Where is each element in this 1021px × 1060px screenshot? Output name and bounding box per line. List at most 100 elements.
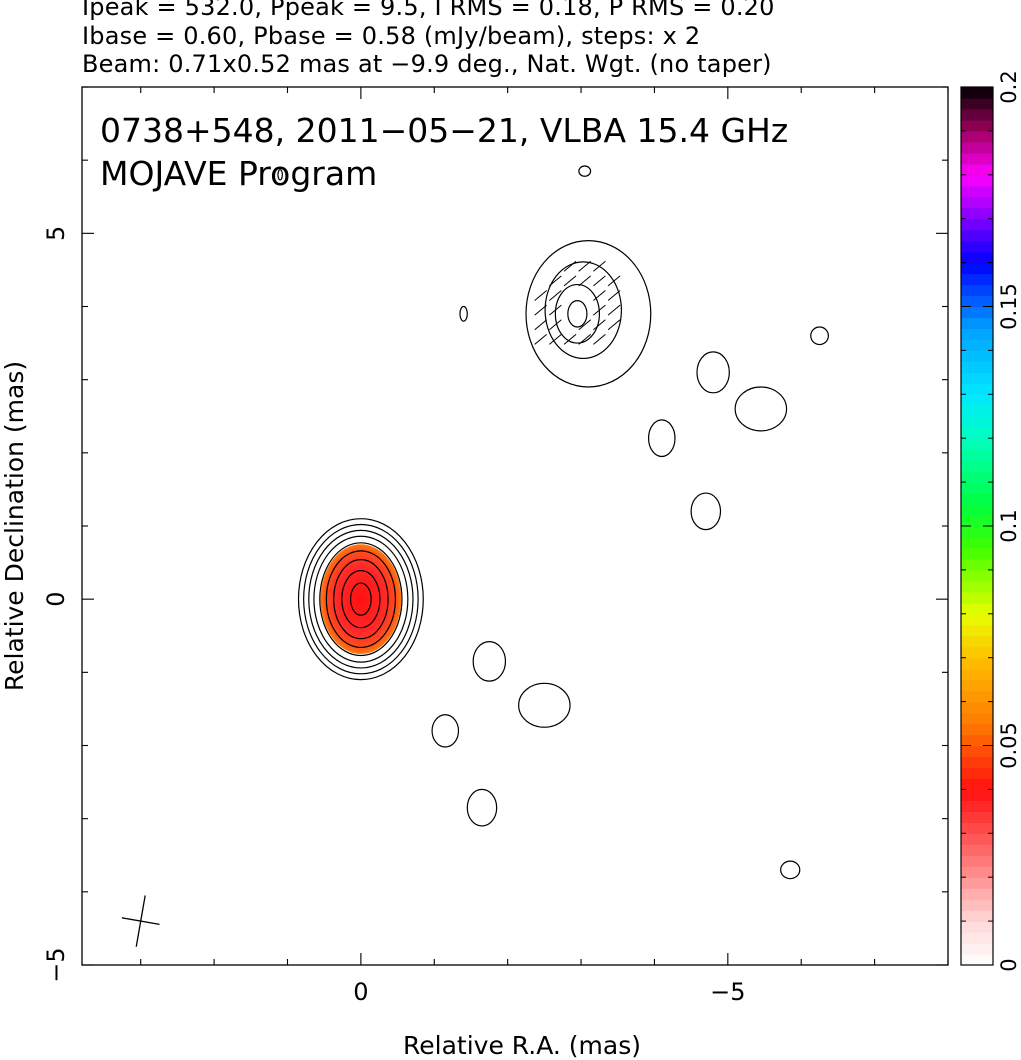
colorbar-step [961, 504, 993, 516]
colorbar-step [961, 350, 993, 362]
evpa-vector [534, 319, 548, 331]
colorbar-step [961, 108, 993, 121]
evpa-vector [578, 260, 592, 272]
colorbar-step [961, 361, 993, 373]
header-base-line: Ibase = 0.60, Pbase = 0.58 (mJy/beam), s… [82, 22, 701, 50]
colorbar-step [961, 207, 993, 220]
noise-contour [459, 305, 468, 322]
colorbar-step [961, 152, 993, 165]
colorbar-step [961, 163, 993, 176]
evpa-vector [593, 319, 606, 331]
colorbar-step [961, 943, 993, 955]
jet-component-contour [554, 283, 600, 344]
beam-minor-axis [121, 917, 160, 926]
colorbar-step [961, 460, 993, 472]
colorbar-step [961, 218, 993, 231]
evpa-vector [593, 304, 606, 316]
colorbar-step [961, 174, 993, 187]
evpa-vector [563, 260, 577, 272]
colorbar-step [961, 427, 993, 439]
evpa-vector [534, 290, 548, 301]
noise-contour [472, 641, 507, 682]
colorbar-step [961, 317, 993, 330]
colorbar-tick-label: 0 [997, 958, 1021, 971]
colorbar-step [961, 295, 993, 308]
colorbar-step [961, 141, 993, 154]
x-tick-label: −5 [710, 978, 745, 1006]
colorbar-step [961, 899, 993, 911]
evpa-vector [607, 290, 621, 301]
colorbar-step [961, 196, 993, 209]
jet-component-contour [544, 261, 623, 360]
core-contour [319, 542, 403, 657]
colorbar-step [961, 679, 993, 692]
colorbar-step [961, 119, 993, 132]
colorbar-step [961, 394, 993, 406]
program-annotation: MOJAVE Program [100, 154, 377, 193]
colorbar-step [961, 580, 993, 593]
colorbar-step [961, 756, 993, 769]
evpa-vector [593, 260, 606, 272]
evpa-vector [578, 319, 592, 331]
y-tick-label: −5 [42, 947, 70, 982]
colorbar-step [961, 372, 993, 384]
colorbar-step [961, 438, 993, 450]
colorbar-step [961, 778, 993, 790]
noise-contour [518, 682, 571, 728]
colorbar-step [961, 405, 993, 417]
colorbar-step [961, 547, 993, 560]
core-contour [308, 529, 414, 669]
evpa-vector [549, 275, 562, 287]
colorbar-step [961, 536, 993, 549]
colorbar-step [961, 471, 993, 483]
colorbar-step [961, 745, 993, 758]
colorbar-tick-label: 0.1 [997, 509, 1021, 542]
source-annotation: 0738+548, 2011−05−21, VLBA 15.4 GHz [100, 111, 788, 150]
noise-contour [810, 326, 829, 346]
colorbar-step [961, 635, 993, 648]
colorbar-step [961, 558, 993, 571]
noise-contour [734, 386, 788, 432]
colorbar-step [961, 591, 993, 604]
noise-contour [690, 492, 722, 531]
colorbar-step [961, 130, 993, 143]
colorbar-step [961, 569, 993, 582]
colorbar-tick-label: 0.15 [997, 283, 1021, 330]
colorbar-step [961, 97, 993, 110]
y-tick-label: 0 [42, 592, 70, 607]
colorbar-step [961, 833, 993, 845]
colorbar-step [961, 613, 993, 626]
evpa-vector [534, 334, 548, 345]
colorbar-step [961, 185, 993, 198]
evpa-vector [549, 304, 562, 316]
colorbar-step [961, 416, 993, 428]
colorbar-step [961, 690, 993, 703]
colorbar-step [961, 723, 993, 736]
colorbar-step [961, 515, 993, 527]
core-contour [303, 523, 419, 675]
colorbar-step [961, 449, 993, 461]
evpa-vector [563, 275, 577, 287]
evpa-vector [607, 304, 621, 316]
colorbar-step [961, 87, 993, 99]
colorbar-step [961, 888, 993, 900]
colorbar-step [961, 482, 993, 494]
colorbar-step [961, 668, 993, 681]
noise-contour [647, 419, 676, 458]
noise-contour [696, 351, 730, 394]
evpa-vector [549, 290, 562, 301]
colorbar-step [961, 844, 993, 856]
evpa-vector [607, 319, 621, 331]
colorbar-step [961, 932, 993, 944]
header-beam-line: Beam: 0.71x0.52 mas at −9.9 deg., Nat. W… [82, 50, 772, 78]
evpa-vector [563, 334, 577, 345]
colorbar-step [961, 921, 993, 933]
core-contour [313, 535, 409, 663]
colorbar-step [961, 229, 993, 242]
noise-contour [780, 860, 801, 880]
core-contour [341, 570, 381, 629]
colorbar-step [961, 789, 993, 801]
colorbar-step [961, 273, 993, 286]
colorbar-step [961, 954, 993, 966]
